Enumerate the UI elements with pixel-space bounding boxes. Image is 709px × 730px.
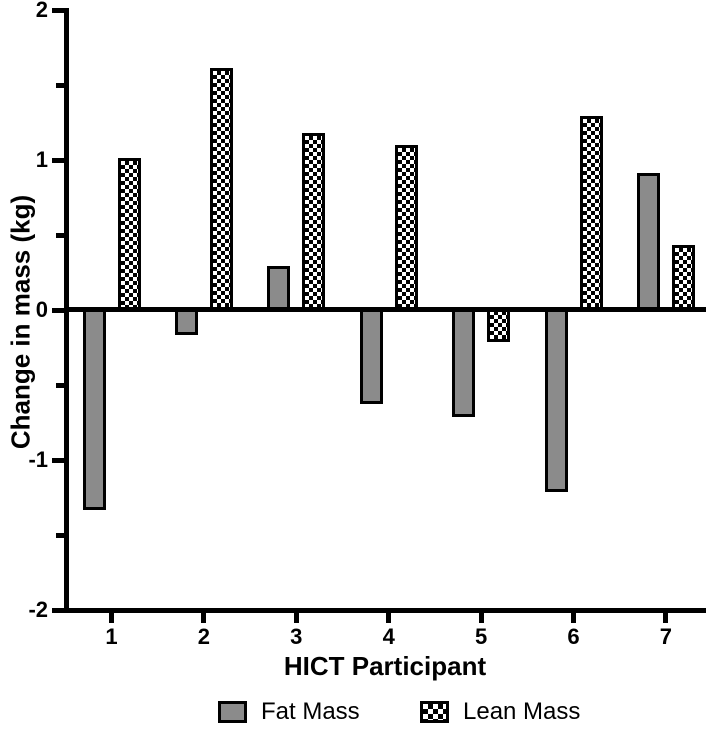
legend-label-lean-mass: Lean Mass <box>463 698 581 725</box>
y-axis-tick-label: -1 <box>28 447 48 472</box>
lean-mass-bar <box>394 144 418 312</box>
x-axis-line <box>64 608 706 613</box>
lean-mass-bar <box>487 308 511 342</box>
lean-mass-swatch-icon <box>420 701 449 723</box>
x-axis-tick <box>201 613 207 623</box>
x-axis-tick <box>663 613 669 623</box>
fat-mass-bar <box>359 308 383 404</box>
y-axis-tick-label: 0 <box>35 297 48 322</box>
y-axis-tick-label: 1 <box>35 147 48 172</box>
x-axis-tick <box>571 613 576 623</box>
x-axis-tick-label: 5 <box>474 624 488 649</box>
lean-mass-bar <box>671 245 695 312</box>
x-axis-tick-label: 7 <box>659 624 673 649</box>
lean-mass-bar <box>579 116 603 312</box>
y-axis-tick-label: -2 <box>28 597 48 622</box>
y-axis-major-tick <box>52 307 64 313</box>
fat-mass-swatch-icon <box>218 701 247 723</box>
legend-item-lean-mass: Lean Mass <box>420 698 581 725</box>
fat-mass-bar <box>267 266 291 312</box>
y-axis-major-tick <box>52 7 64 13</box>
x-axis-tick <box>478 613 484 623</box>
x-axis-tick-label: 3 <box>290 624 303 649</box>
y-axis-minor-tick <box>56 232 64 238</box>
y-axis-minor-tick <box>56 382 64 388</box>
fat-mass-bar <box>452 308 476 417</box>
lean-mass-bar <box>209 68 233 312</box>
legend-label-fat-mass: Fat Mass <box>261 698 360 725</box>
legend-item-fat-mass: Fat Mass <box>218 698 360 725</box>
y-axis-major-tick <box>52 607 64 613</box>
x-axis-tick-label: 2 <box>197 624 211 649</box>
fat-mass-bar <box>82 308 106 510</box>
x-axis-title: HICT Participant <box>283 651 487 681</box>
y-axis-minor-tick <box>56 532 64 538</box>
x-axis-tick <box>386 613 392 623</box>
zero-baseline <box>64 307 706 312</box>
y-axis-tick-label: 2 <box>35 0 48 22</box>
y-axis-minor-tick <box>56 82 64 88</box>
x-axis-tick <box>293 613 299 623</box>
x-axis-tick <box>109 613 114 623</box>
y-axis-major-tick <box>52 157 64 163</box>
x-axis-tick-label: 4 <box>382 624 395 649</box>
x-axis-tick-label: 6 <box>567 624 580 649</box>
lean-mass-bar <box>302 132 326 312</box>
x-axis-tick-label: 1 <box>105 624 118 649</box>
y-axis-major-tick <box>52 457 64 463</box>
fat-mass-bar <box>636 173 660 312</box>
lean-mass-bar <box>117 158 141 312</box>
fat-mass-bar <box>544 308 568 492</box>
